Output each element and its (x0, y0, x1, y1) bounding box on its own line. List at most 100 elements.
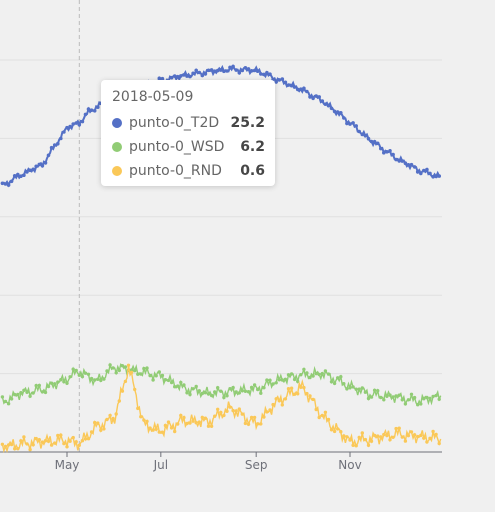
data-point (43, 161, 48, 165)
data-point (31, 443, 35, 447)
data-point (157, 76, 162, 81)
data-point (219, 389, 223, 393)
data-point (197, 420, 201, 424)
data-point (13, 392, 17, 397)
data-point (243, 389, 248, 393)
data-point (52, 143, 57, 147)
data-point (46, 439, 51, 443)
data-point (28, 394, 32, 398)
data-point (354, 444, 358, 448)
data-point (92, 109, 97, 113)
data-point (191, 71, 195, 76)
data-point (400, 398, 404, 402)
tooltip-value-t2d: 25.2 (230, 115, 265, 131)
data-point (422, 397, 426, 401)
data-point (332, 429, 337, 434)
data-point (185, 421, 189, 426)
data-point (320, 99, 325, 103)
data-point (108, 363, 112, 367)
data-point (71, 435, 75, 440)
data-point (342, 116, 346, 120)
data-point (188, 74, 192, 79)
data-point (376, 389, 380, 393)
data-point (437, 397, 441, 401)
data-point (256, 422, 260, 426)
data-point (219, 68, 223, 72)
data-point (166, 420, 171, 424)
data-point (382, 398, 386, 402)
data-point (296, 379, 300, 384)
data-point (391, 152, 395, 157)
tooltip-row-wsd: punto-0_WSD 6.2 (112, 135, 265, 159)
data-point (237, 407, 241, 411)
data-point (265, 378, 269, 382)
data-point (363, 390, 368, 394)
data-point (22, 388, 26, 392)
data-point (123, 379, 128, 384)
data-point (400, 435, 404, 439)
data-point (188, 421, 192, 425)
data-point (274, 381, 278, 385)
data-point (194, 68, 198, 73)
data-point (231, 64, 235, 69)
data-point (191, 419, 195, 423)
data-point (209, 393, 214, 398)
data-point (0, 395, 5, 399)
data-point (6, 402, 11, 406)
data-point (169, 426, 174, 430)
data-point (425, 440, 429, 444)
data-point (139, 415, 143, 419)
data-point (348, 386, 352, 390)
data-point (200, 73, 205, 78)
tooltip-dot-rnd (112, 166, 122, 176)
data-point (225, 409, 229, 413)
data-point (403, 161, 408, 165)
data-point (117, 368, 122, 373)
data-point (302, 367, 306, 372)
data-point (397, 159, 402, 163)
data-point (157, 430, 161, 434)
data-point (53, 382, 57, 386)
data-point (142, 366, 146, 371)
data-point (431, 175, 435, 179)
data-point (182, 383, 186, 387)
data-point (406, 433, 411, 438)
data-point (320, 413, 324, 418)
data-point (397, 393, 401, 397)
data-point (145, 419, 149, 424)
data-point (65, 381, 69, 385)
data-point (126, 363, 131, 367)
data-point (434, 174, 438, 179)
data-point (114, 412, 118, 416)
data-point (425, 395, 429, 400)
data-point (68, 439, 72, 443)
data-point (16, 392, 20, 397)
data-point (416, 403, 420, 407)
data-point (148, 426, 152, 430)
data-point (74, 440, 78, 444)
data-point (213, 390, 217, 394)
data-point (366, 396, 371, 401)
x-axis-ticks: May Jul Sep Nov (55, 452, 362, 472)
data-point (129, 370, 134, 375)
data-point (203, 416, 208, 420)
data-point (206, 68, 211, 73)
data-point (176, 384, 180, 388)
data-point (12, 174, 17, 178)
data-point (68, 375, 72, 379)
data-point (379, 395, 383, 400)
data-point (280, 403, 284, 407)
data-point (434, 393, 438, 398)
data-point (163, 423, 168, 428)
data-point (71, 367, 75, 371)
data-point (339, 430, 343, 434)
data-point (120, 364, 125, 368)
data-point (342, 382, 346, 386)
data-point (240, 412, 244, 416)
data-point (9, 179, 14, 184)
data-point (40, 390, 45, 394)
data-point (194, 384, 198, 389)
tooltip-dot-wsd (112, 142, 122, 152)
tooltip-dot-t2d (112, 118, 122, 128)
